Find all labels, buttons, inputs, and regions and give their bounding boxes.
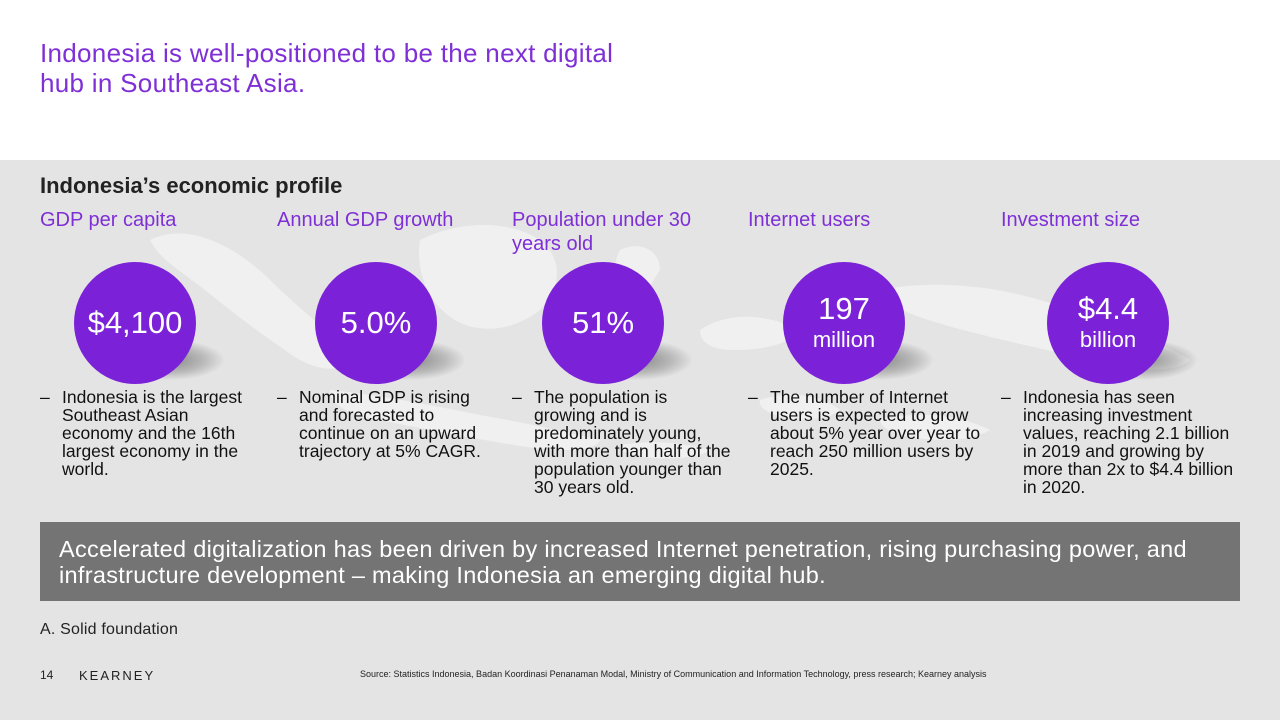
bullet-text: The number of Internet users is expected… — [770, 387, 981, 479]
metric-circle: 197 million — [783, 262, 905, 384]
metric-value: 5.0% — [340, 305, 412, 340]
banner-text: Accelerated digitalization has been driv… — [59, 536, 1187, 588]
metric-bullet: – Nominal GDP is rising and forecasted t… — [277, 388, 502, 460]
metric-circle: 5.0% — [315, 262, 437, 384]
metric-label: Internet users — [748, 209, 871, 231]
page-number: 14 — [40, 668, 54, 682]
bullet-text: Indonesia is the largest Southeast Asian… — [62, 387, 242, 479]
section-label: A. Solid foundation — [40, 621, 179, 638]
metric-circle: 51% — [542, 262, 664, 384]
bullet-dash: – — [40, 387, 50, 407]
metric-unit: million — [812, 327, 876, 352]
metric-value: 197 — [818, 291, 870, 326]
indonesia-map-illustration — [150, 225, 1190, 459]
bullet-dash: – — [512, 387, 522, 407]
metric-label: GDP per capita — [40, 209, 177, 231]
metric-internet-users: Internet users 197 million – The number … — [748, 208, 988, 478]
bullet-text: Indonesia has seen increasing investment… — [1023, 387, 1234, 497]
section-heading: Indonesia’s economic profile — [40, 173, 343, 198]
metric-annual-gdp-growth: Annual GDP growth 5.0% – Nominal GDP is … — [277, 208, 507, 460]
metric-circle: $4.4 billion — [1047, 262, 1169, 384]
metric-value: $4.4 — [1077, 291, 1139, 326]
metric-bullet: – Indonesia has seen increasing investme… — [1001, 388, 1246, 496]
summary-banner: Accelerated digitalization has been driv… — [40, 522, 1240, 601]
metric-investment-size: Investment size $4.4 billion – Indonesia… — [1001, 208, 1246, 496]
metric-value: $4,100 — [87, 305, 183, 340]
metric-label: Investment size — [1001, 209, 1140, 231]
bullet-dash: – — [277, 387, 287, 407]
source-note: Source: Statistics Indonesia, Badan Koor… — [360, 669, 987, 679]
metric-circle: $4,100 — [74, 262, 196, 384]
content-panel — [0, 160, 1280, 720]
bullet-text: Nominal GDP is rising and forecasted to … — [299, 387, 481, 461]
metric-unit: billion — [1079, 327, 1137, 352]
slide-title: Indonesia is well-positioned to be the n… — [40, 38, 614, 98]
metric-bullet: – Indonesia is the largest Southeast Asi… — [40, 388, 260, 478]
bullet-dash: – — [1001, 387, 1011, 407]
metric-label: Annual GDP growth — [277, 209, 454, 231]
metric-bullet: – The number of Internet users is expect… — [748, 388, 988, 478]
metric-bullet: – The population is growing and is predo… — [512, 388, 732, 496]
bullet-text: The population is growing and is predomi… — [534, 387, 731, 497]
bullet-dash: – — [748, 387, 758, 407]
metric-gdp-per-capita: GDP per capita $4,100 – Indonesia is the… — [40, 208, 270, 478]
metric-value: 51% — [571, 305, 635, 340]
metric-population-under-30: Population under 30 years old 51% – The … — [512, 208, 742, 496]
metric-label: Population under 30 years old — [512, 209, 692, 255]
brand-logo: KEARNEY — [79, 668, 156, 683]
